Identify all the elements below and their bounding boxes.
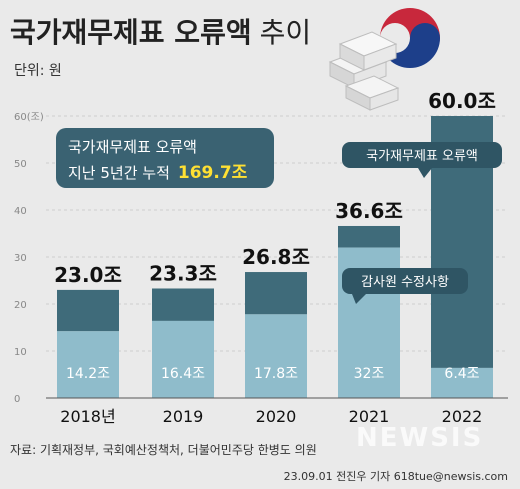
bar-audit-label: 32조 — [354, 366, 385, 382]
bar-audit-4 — [431, 367, 493, 398]
y-tick-label: 50 — [14, 159, 27, 170]
bar-audit-label: 14.2조 — [66, 366, 110, 382]
bar-audit-label: 16.4조 — [161, 366, 205, 382]
x-tick-label: 2021 — [349, 407, 390, 426]
bar-total-label: 23.3조 — [149, 261, 217, 285]
x-tick-label: 2022 — [442, 407, 483, 426]
bar-audit-1 — [152, 320, 214, 398]
summary-line2-prefix: 지난 5년간 누적 — [68, 164, 170, 182]
bar-total-label: 26.8조 — [242, 245, 310, 269]
summary-value: 169.7조 — [178, 163, 248, 183]
bar-error-3 — [338, 225, 400, 248]
legend-callout-audit: 감사원 수정사항 — [342, 268, 468, 304]
y-axis: 0 10 20 30 40 50 60(조) — [14, 112, 44, 405]
bar-audit-label: 6.4조 — [444, 366, 479, 382]
x-tick-label: 2018년 — [60, 407, 115, 426]
bar-error-1 — [152, 288, 214, 321]
y-tick-label: 10 — [14, 347, 27, 358]
newsis-watermark: NEWSIS — [356, 423, 483, 453]
legend-audit-label: 감사원 수정사항 — [361, 275, 449, 290]
source-note: 자료: 기획재정부, 국회예산정책처, 더불어민주당 한병도 의원 — [10, 442, 317, 457]
summary-line2: 지난 5년간 누적 169.7조 — [68, 163, 248, 183]
x-axis: 2018년 2019 2020 2021 2022 — [46, 397, 508, 426]
x-tick-label: 2020 — [256, 407, 297, 426]
credit-line: 23.09.01 전진우 기자 618tue@newsis.com — [284, 470, 508, 483]
title-bold: 국가재무제표 오류액 — [10, 16, 252, 49]
bar-error-0 — [57, 289, 119, 332]
page-title: 국가재무제표 오류액 추이 — [10, 16, 311, 49]
bar-audit-2 — [245, 314, 307, 398]
summary-line1: 국가재무제표 오류액 — [68, 138, 197, 156]
money-stack-icon — [328, 31, 400, 111]
legend-error-label: 국가재무제표 오류액 — [366, 149, 478, 164]
unit-label: 단위: 원 — [14, 63, 62, 79]
bar-total-label: 36.6조 — [335, 199, 403, 223]
bar-total-label: 60.0조 — [428, 89, 496, 113]
y-tick-label: 60(조) — [14, 112, 44, 123]
bar-total-label: 23.0조 — [54, 263, 122, 287]
y-tick-label: 40 — [14, 206, 27, 217]
y-tick-label: 30 — [14, 253, 27, 264]
y-tick-label: 0 — [14, 394, 20, 405]
y-tick-label: 20 — [14, 300, 27, 311]
bar-audit-label: 17.8조 — [254, 366, 298, 382]
summary-callout: 국가재무제표 오류액 지난 5년간 누적 169.7조 — [56, 128, 274, 188]
bar-audit-0 — [57, 331, 119, 398]
title-light: 추이 — [260, 16, 312, 49]
legend-callout-error: 국가재무제표 오류액 — [342, 142, 502, 178]
bar-error-2 — [245, 272, 307, 315]
x-tick-label: 2019 — [163, 407, 204, 426]
